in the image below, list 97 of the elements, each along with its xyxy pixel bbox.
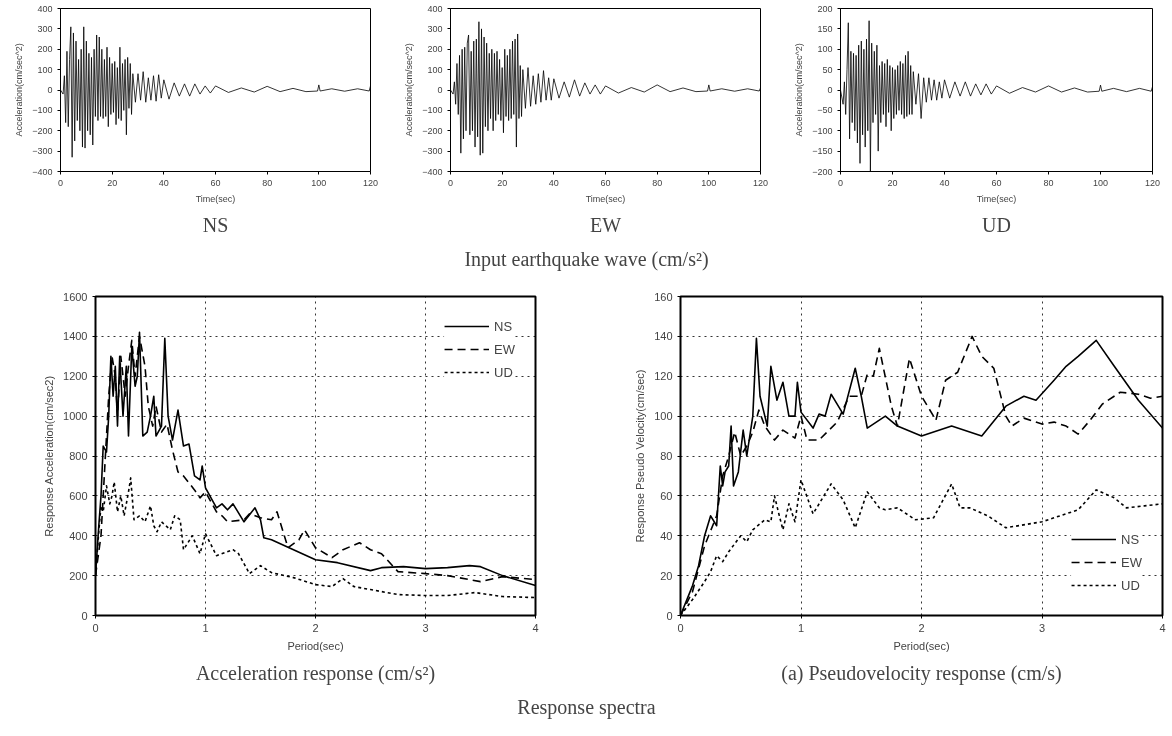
x-tick-label: 0 (838, 177, 844, 188)
y-tick-label: −100 (32, 105, 53, 116)
x-axis-title: Time(sec) (976, 193, 1017, 204)
x-tick-label: 80 (262, 177, 273, 188)
y-tick-label: −200 (32, 125, 53, 136)
x-tick-label: 1 (202, 621, 209, 634)
y-tick-label: 50 (822, 64, 833, 75)
x-tick-label: 100 (701, 177, 717, 188)
y-tick-label: 1000 (63, 410, 88, 423)
y-tick-label: 40 (660, 529, 673, 542)
x-tick-label: 0 (448, 177, 454, 188)
y-tick-label: −50 (817, 105, 833, 116)
y-axis-title: Acceleration(cm/sec^2) (404, 43, 415, 137)
y-tick-label: 1400 (63, 330, 88, 343)
y-tick-label: 160 (654, 290, 673, 303)
y-tick-label: 20 (660, 569, 673, 582)
x-tick-label: 100 (1092, 177, 1109, 188)
y-tick-label: 0 (81, 609, 88, 622)
y-axis-title: Acceleration(cm/sec^2) (14, 43, 25, 137)
x-tick-label: 20 (107, 177, 118, 188)
y-tick-label: 100 (37, 64, 53, 75)
y-tick-label: −400 (422, 166, 443, 177)
x-tick-label: 0 (677, 621, 684, 634)
y-tick-label: 0 (437, 85, 443, 95)
x-tick-label: 2 (312, 621, 319, 634)
text: NS (202, 213, 229, 236)
x-tick-label: 4 (1159, 621, 1166, 634)
legend-label: NS (1121, 531, 1141, 547)
x-tick-label: 2 (918, 621, 925, 634)
y-tick-label: 0 (666, 609, 673, 622)
x-tick-label: 60 (600, 177, 611, 188)
x-tick-label: 1 (797, 621, 805, 634)
y-tick-label: 300 (37, 23, 53, 34)
legend-label: EW (1121, 554, 1142, 570)
y-tick-label: 400 (427, 3, 443, 14)
y-tick-label: 200 (37, 44, 53, 55)
x-tick-label: 100 (311, 177, 327, 188)
y-tick-label: −200 (812, 166, 833, 177)
legend-label: EW (494, 341, 515, 357)
x-tick-label: 20 (497, 177, 508, 188)
y-tick-label: −300 (32, 146, 53, 157)
y-tick-label: −200 (422, 125, 443, 136)
y-tick-label: 120 (654, 370, 673, 383)
y-axis-title: Response Pseudo Velocity(cm/sec) (634, 369, 647, 543)
y-tick-label: 140 (654, 330, 673, 343)
y-tick-label: 100 (427, 64, 443, 75)
x-tick-label: 4 (532, 621, 539, 634)
y-tick-label: 200 (817, 3, 833, 14)
x-axis-title: Time(sec) (585, 193, 626, 204)
x-tick-label: 20 (887, 177, 898, 188)
y-tick-label: 100 (654, 410, 673, 423)
x-tick-label: 0 (92, 621, 99, 634)
y-tick-label: 60 (660, 489, 673, 502)
x-tick-label: 120 (1144, 177, 1161, 188)
x-tick-label: 40 (548, 177, 559, 188)
x-tick-label: 120 (752, 177, 769, 188)
y-tick-label: −300 (422, 146, 443, 157)
y-axis-title: Response Acceleration(cm/sec2) (43, 375, 56, 537)
text: Response spectra (517, 695, 656, 719)
y-tick-label: 80 (660, 450, 673, 462)
text: EW (589, 213, 622, 236)
x-axis-title: Period(sec) (287, 639, 344, 652)
y-tick-label: 1200 (63, 370, 88, 383)
y-tick-label: 150 (817, 23, 833, 34)
legend-label: UD (494, 364, 514, 380)
y-tick-label: 0 (47, 85, 53, 95)
text: (a) Pseudovelocity response (cm/s) (781, 661, 1062, 685)
x-axis-title: Period(sec) (893, 639, 950, 652)
y-tick-label: −150 (812, 146, 833, 157)
y-tick-label: −100 (812, 125, 833, 136)
legend-label: UD (1121, 577, 1141, 593)
legend-label: NS (494, 318, 514, 334)
y-tick-label: 200 (427, 44, 443, 55)
text: UD (982, 213, 1011, 236)
text: Acceleration response (cm/s²) (195, 661, 436, 685)
x-tick-label: 3 (1038, 621, 1046, 634)
text: Input earthquake wave (cm/s²) (464, 247, 709, 271)
x-tick-label: 40 (939, 177, 950, 188)
x-tick-label: 60 (210, 177, 221, 188)
y-axis-title: Acceleration(cm/sec^2) (794, 43, 805, 137)
y-tick-label: 800 (69, 450, 88, 462)
y-tick-label: −400 (32, 166, 53, 177)
x-axis-title: Time(sec) (195, 193, 236, 204)
y-tick-label: 1600 (63, 290, 88, 303)
x-tick-label: 40 (158, 177, 169, 188)
y-tick-label: 0 (827, 85, 833, 95)
y-tick-label: 100 (817, 44, 833, 55)
x-tick-label: 60 (991, 177, 1002, 188)
y-tick-label: 400 (69, 529, 88, 542)
x-tick-label: 80 (1043, 177, 1054, 188)
y-tick-label: 600 (69, 489, 88, 502)
x-tick-label: 3 (422, 621, 429, 634)
y-tick-label: −100 (422, 105, 443, 116)
x-tick-label: 120 (362, 177, 379, 188)
y-tick-label: 300 (427, 23, 443, 34)
y-tick-label: 400 (37, 3, 53, 14)
y-tick-label: 200 (69, 569, 88, 582)
